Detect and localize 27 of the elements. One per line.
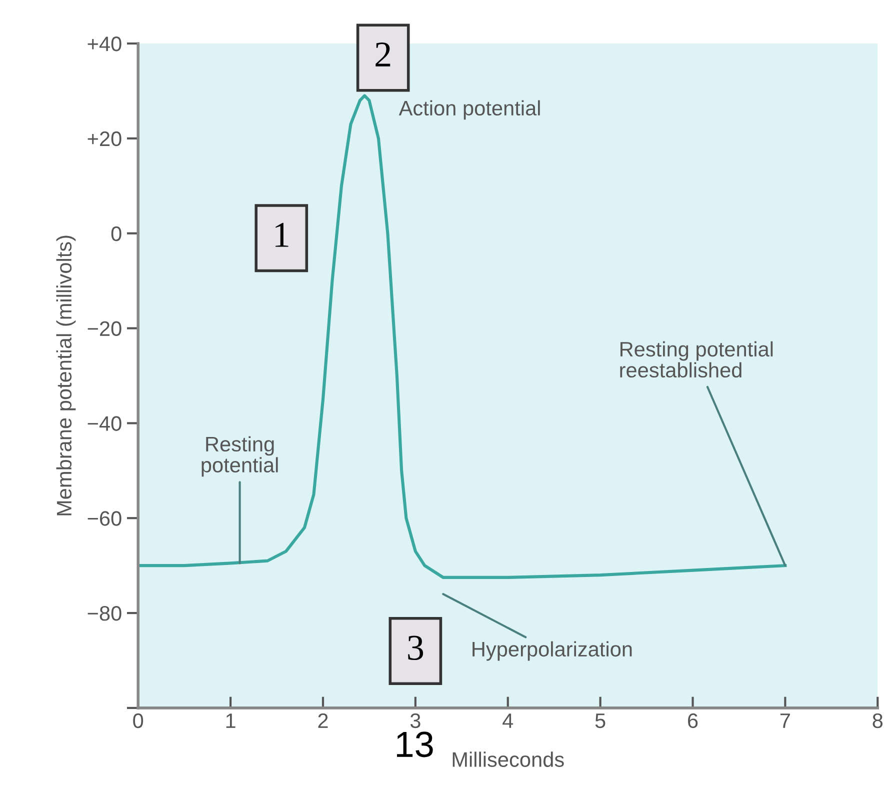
y-tick-label: +20: [88, 131, 122, 146]
annotation: 2: [376, 42, 390, 66]
x-tick-label: 4: [502, 714, 514, 728]
annotation: Action potential: [398, 100, 540, 120]
line-series: [138, 94, 787, 579]
y-tick-label: −60: [88, 511, 122, 526]
x-tick-label: 1: [226, 714, 236, 728]
x-tick-label: 6: [688, 713, 698, 728]
annotation: Hyperpolarization: [472, 641, 632, 661]
x-tick-label: 8: [872, 713, 883, 728]
annotation: Resting potential: [202, 436, 278, 477]
annotation: 3: [408, 636, 424, 660]
y-tick-label: −20: [88, 321, 122, 336]
x-tick-label: 7: [780, 714, 790, 728]
y-tick-label: 0: [111, 226, 122, 242]
y-tick-label: −80: [88, 606, 122, 621]
x-tick-label: 0: [133, 713, 144, 728]
x-tick-label: 3: [410, 713, 420, 728]
annotation: 1: [276, 222, 288, 247]
y-tick-label: +40: [88, 36, 122, 52]
y-axis-title: Membrane potential (millivolts): [56, 236, 76, 516]
text: 13: [396, 732, 433, 758]
x-tick-label: 5: [595, 714, 606, 728]
x-tick-label: 2: [318, 713, 328, 728]
y-tick-label: −40: [88, 416, 122, 431]
annotation: Resting potential reestablished: [620, 341, 773, 378]
x-axis-title: Milliseconds: [452, 752, 564, 767]
